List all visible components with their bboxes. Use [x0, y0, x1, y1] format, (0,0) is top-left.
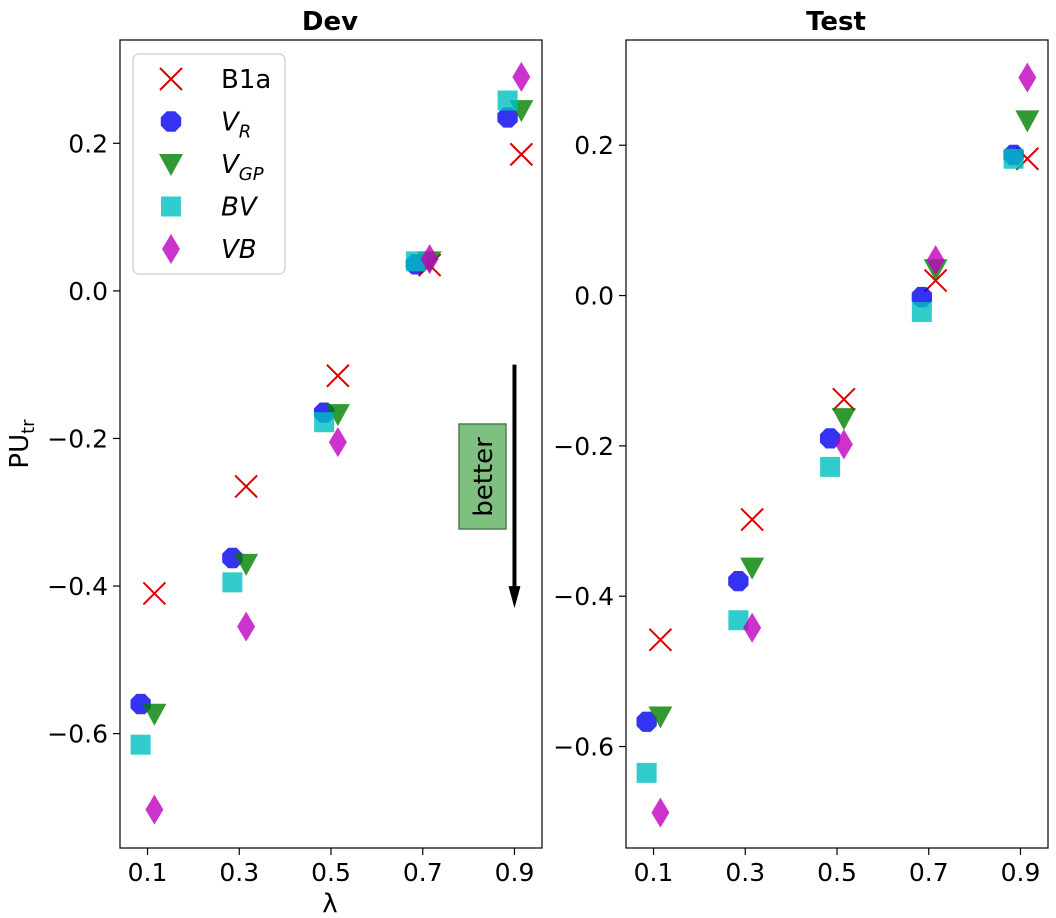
- legend-marker-vb: [162, 234, 180, 264]
- test-point-vb: [926, 245, 945, 276]
- test-xtick-label: 0.5: [817, 858, 857, 887]
- test-point-b1a: [740, 507, 764, 532]
- legend-label-main: V: [221, 108, 241, 138]
- test-ticks: 0.1 0.3 0.5 0.7 0.9 0.2 0.0 −0.2 −0.4 −0.6: [553, 131, 1040, 887]
- better-label: better: [469, 437, 499, 517]
- dev-ytick-label: −0.4: [47, 572, 108, 601]
- test-point-bv: [728, 610, 749, 631]
- test-ytick-label: 0.2: [574, 131, 614, 160]
- test-point-v-gp: [648, 706, 673, 729]
- better-box: [458, 423, 507, 530]
- test-point-v-r: [728, 571, 749, 592]
- test-xtick-label: 0.3: [725, 858, 765, 887]
- test-point-v-r: [636, 711, 657, 732]
- dev-axes-frame: [119, 39, 543, 849]
- dev-point-vb: [512, 61, 531, 92]
- dev-point-bv: [314, 412, 335, 433]
- legend-marker-v-r: [160, 111, 182, 132]
- dev-panel: Dev 0.1 0.3 0.5 0.7 0.90.20.0−0.2−0.4−0.6 λ …: [5, 7, 543, 918]
- legend-box: [132, 53, 286, 275]
- test-ytick-label: −0.6: [553, 733, 614, 762]
- test-point-bv: [636, 762, 657, 783]
- dev-point-v-r: [222, 547, 243, 569]
- test-xtick-label: 0.1: [634, 858, 674, 887]
- test-point-b1a: [832, 387, 856, 411]
- test-point-bv: [1003, 148, 1024, 169]
- dev-ylabel-sub: tr: [18, 419, 39, 434]
- legend-label-sub: GP: [239, 164, 264, 185]
- legend-label-main: V: [221, 150, 241, 180]
- dev-ylabel-main: PU: [5, 434, 35, 469]
- test-point-vb: [651, 797, 670, 828]
- test-point-b1a: [648, 628, 673, 652]
- dev-ytick-label: −0.6: [47, 720, 108, 749]
- test-point-vb: [834, 429, 853, 460]
- legend-label-b1a: B1a: [221, 65, 271, 95]
- test-point-bv: [820, 456, 841, 477]
- test-ytick-label: −0.2: [553, 432, 614, 461]
- legend-marker-v-gp: [159, 154, 183, 176]
- dev-point-b1a: [509, 142, 534, 167]
- test-ytick-label: 0.0: [574, 282, 614, 311]
- dev-ylabel: PUtr: [5, 419, 39, 469]
- dev-xtick-label: 0.3: [219, 858, 259, 887]
- legend-label-main: BV: [221, 193, 259, 223]
- test-panel: Test 0.1 0.3 0.5 0.7 0.9 0.2 0.0 −0.2 −0.4 −0.6: [553, 7, 1049, 887]
- test-point-vb: [743, 612, 762, 643]
- legend-label-bv: BV: [221, 193, 259, 223]
- dev-xtick-label: 0.5: [311, 858, 351, 887]
- better-annotation: better: [458, 364, 521, 609]
- dev-point-bv: [130, 734, 151, 755]
- legend-marker-b1a: [159, 67, 183, 91]
- legend-label-v-gp: VGP: [221, 150, 264, 185]
- dev-xlabel: λ: [322, 889, 337, 918]
- dev-ytick-label: 0.0: [68, 277, 108, 306]
- test-axes-frame: [625, 39, 1049, 849]
- dev-point-bv: [222, 572, 243, 593]
- dev-point-v-gp: [234, 553, 259, 576]
- better-arrow-head: [508, 586, 521, 609]
- dev-point-bv: [497, 90, 518, 111]
- legend-label-main: B1a: [221, 65, 271, 95]
- dev-ytick-label: −0.2: [47, 424, 108, 453]
- dev-ytick-label: 0.2: [68, 129, 108, 158]
- dev-marks: [130, 61, 534, 825]
- dev-point-v-r: [497, 107, 518, 128]
- dev-title: Dev: [302, 7, 358, 37]
- test-title: Test: [806, 7, 866, 37]
- dev-ticks: 0.1 0.3 0.5 0.7 0.9 0.2 0.0 −0.2 −0.4 −0.6: [47, 129, 534, 887]
- dev-point-vb: [328, 427, 347, 458]
- dev-xtick-label: 0.1: [128, 858, 168, 887]
- legend-label-v-r: VR: [221, 108, 251, 143]
- dev-point-b1a: [326, 364, 350, 388]
- test-point-v-r: [820, 428, 841, 449]
- test-point-v-gp: [740, 557, 765, 580]
- dev-point-vb: [145, 794, 164, 825]
- legend-marker-bv: [161, 196, 181, 217]
- dev-point-v-gp: [325, 404, 350, 427]
- test-point-vb: [1018, 62, 1037, 93]
- dev-point-vb: [237, 611, 256, 642]
- dev-point-b1a: [142, 581, 167, 606]
- dev-point-vb: [420, 244, 439, 275]
- legend-label-vb: VB: [221, 235, 257, 265]
- test-point-v-gp: [1015, 110, 1040, 133]
- test-point-v-gp: [831, 408, 856, 431]
- dev-point-bv: [405, 251, 426, 272]
- dev-point-v-gp: [142, 703, 167, 726]
- test-ytick-label: −0.4: [553, 582, 614, 611]
- legend-label-main: VB: [221, 235, 257, 265]
- dev-xtick-label: 0.9: [495, 858, 535, 887]
- legend-label-sub: R: [239, 122, 252, 143]
- test-marks: [636, 62, 1040, 828]
- dev-point-b1a: [234, 474, 258, 499]
- test-xtick-label: 0.7: [909, 858, 949, 887]
- test-point-bv: [911, 302, 932, 323]
- dev-xtick-label: 0.7: [403, 858, 443, 887]
- test-xtick-label: 0.9: [1001, 858, 1041, 887]
